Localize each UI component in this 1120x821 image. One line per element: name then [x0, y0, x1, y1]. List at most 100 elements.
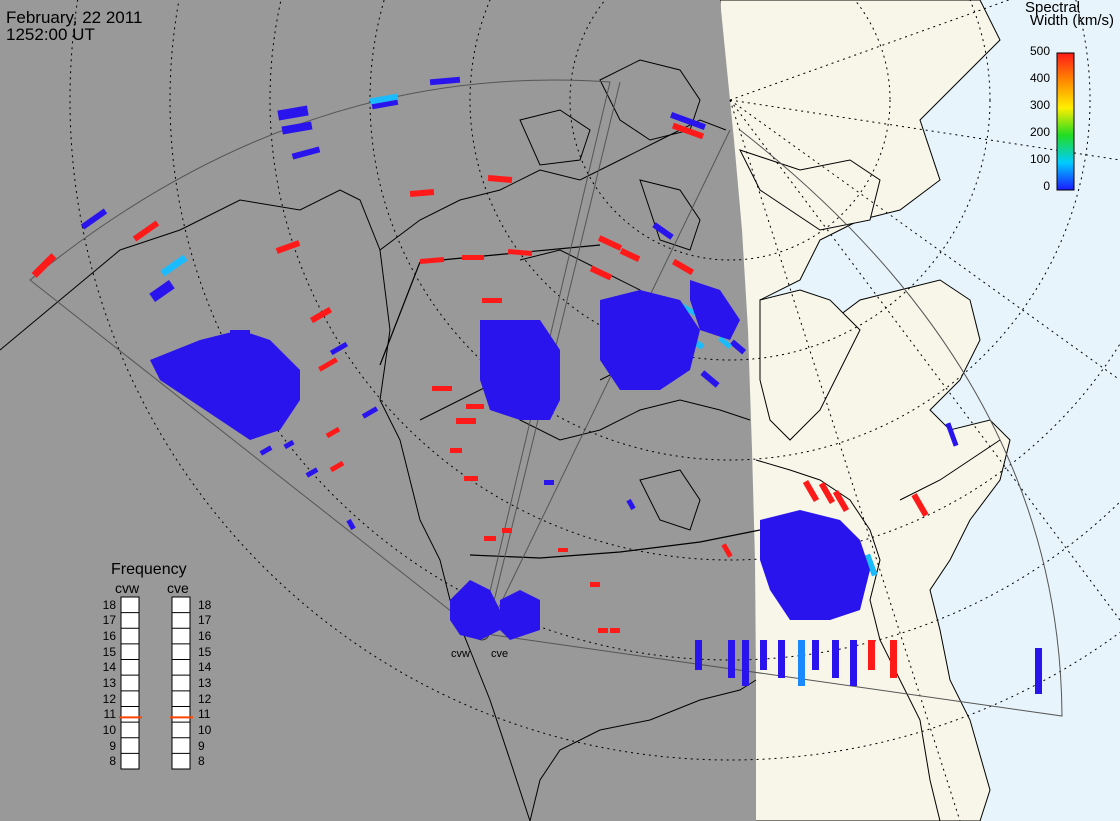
echo-cell — [558, 548, 568, 552]
echo-cell — [318, 357, 338, 372]
echo-cell — [502, 528, 512, 533]
echo-cell — [729, 339, 747, 355]
freq-scale-number: 15 — [102, 644, 116, 659]
radar-label-cve: cve — [491, 648, 509, 660]
freq-scale-number: 10 — [102, 722, 116, 737]
echo-cell — [346, 518, 356, 531]
echo-cell — [487, 174, 513, 184]
echo-cell — [597, 235, 623, 251]
echo-cell — [419, 256, 445, 265]
echo-cell — [802, 479, 820, 503]
freq-scale-number: 12 — [198, 691, 212, 706]
echo-cell — [371, 99, 399, 110]
colorbar-title-line2: Width (km/s) — [1029, 12, 1114, 29]
latitude-grid — [69, 0, 1120, 821]
echo-cluster — [690, 280, 740, 340]
echo-cell — [259, 445, 273, 456]
day-coastlines — [755, 439, 1001, 821]
echo-cluster — [450, 580, 500, 640]
echo-cell — [760, 640, 767, 670]
echo-cell — [742, 640, 749, 686]
freq-scale-number: 14 — [102, 660, 116, 675]
echo-cluster — [230, 330, 250, 350]
echo-cell — [544, 480, 554, 485]
echo-cell — [619, 248, 641, 262]
time-label: 1252:00 UT — [6, 25, 95, 44]
freq-scale-number: 8 — [109, 754, 116, 769]
echo-cell — [670, 112, 706, 130]
echo-cell — [718, 336, 732, 349]
freq-scale-number: 9 — [198, 738, 205, 753]
freq-scale-number: 16 — [198, 629, 212, 644]
echo-cell — [695, 640, 702, 670]
freq-scale-number: 16 — [102, 629, 116, 644]
echo-cell — [818, 481, 836, 505]
echo-cell — [482, 298, 502, 303]
echo-cell — [456, 418, 476, 424]
echo-cell — [281, 121, 313, 135]
echo-cell — [652, 222, 674, 240]
echo-cluster — [480, 320, 560, 420]
colorbar-tick: 200 — [1029, 125, 1050, 139]
date-label: February, 22 2011 — [6, 8, 143, 27]
freq-scale-number: 8 — [198, 754, 205, 769]
freq-scale-number: 18 — [102, 597, 116, 612]
frequency-title: Frequency — [111, 561, 187, 578]
freq-scale-number: 17 — [102, 613, 116, 628]
echo-cell — [132, 220, 160, 242]
colorbar-title-line1: Spectral — [1024, 0, 1080, 16]
echo-cell — [832, 640, 839, 678]
echo-cell — [864, 553, 878, 577]
freq-scale-number: 9 — [109, 738, 116, 753]
echo-cell — [329, 460, 345, 473]
echo-cell — [850, 640, 857, 686]
freq-column-cvw — [120, 596, 140, 770]
echo-cell — [778, 640, 785, 678]
echo-cell — [369, 93, 399, 105]
echo-cell — [325, 426, 341, 439]
echo-cell — [361, 406, 379, 419]
echo-cell — [812, 640, 819, 670]
freq-scale-number: 14 — [198, 660, 212, 675]
freq-column-cve — [171, 596, 191, 770]
echo-cell — [610, 628, 620, 633]
echo-cell — [721, 543, 733, 558]
echo-cell — [149, 280, 175, 302]
colorbar-tick: 400 — [1029, 71, 1050, 85]
echo-cell — [671, 258, 695, 276]
echo-cluster — [150, 330, 300, 440]
colorbar — [1056, 52, 1075, 191]
radar-label-cvw: cvw — [451, 648, 470, 660]
echo-cells — [31, 76, 1042, 694]
echo-cell — [80, 208, 108, 230]
echo-cell — [283, 439, 295, 450]
echo-cell — [462, 255, 484, 260]
echo-cell — [507, 248, 533, 257]
echo-cell — [31, 253, 57, 278]
echo-cell — [671, 122, 705, 140]
colorbar-tick: 100 — [1029, 152, 1050, 166]
echo-cluster — [600, 290, 700, 390]
colorbar-tick: 500 — [1029, 44, 1050, 58]
echo-cell — [890, 640, 897, 678]
echo-cell — [589, 265, 613, 281]
freq-radar-label-cvw: cvw — [115, 580, 140, 596]
echo-cell — [309, 306, 333, 324]
echo-cell — [590, 582, 600, 587]
field-of-view — [29, 79, 1063, 717]
echo-cell — [329, 341, 349, 356]
echo-cell — [700, 370, 720, 388]
colorbar-tick: 300 — [1029, 98, 1050, 112]
land-day-east — [739, 149, 881, 231]
echo-cell — [277, 105, 309, 121]
freq-scale-number: 13 — [102, 676, 116, 690]
echo-cell — [798, 640, 805, 686]
frequency-columns — [119, 596, 193, 770]
echo-cell — [464, 476, 478, 481]
echo-cell — [484, 536, 496, 541]
echo-cell — [598, 628, 608, 633]
freq-scale-number: 13 — [198, 676, 212, 690]
echo-cell — [275, 240, 301, 254]
